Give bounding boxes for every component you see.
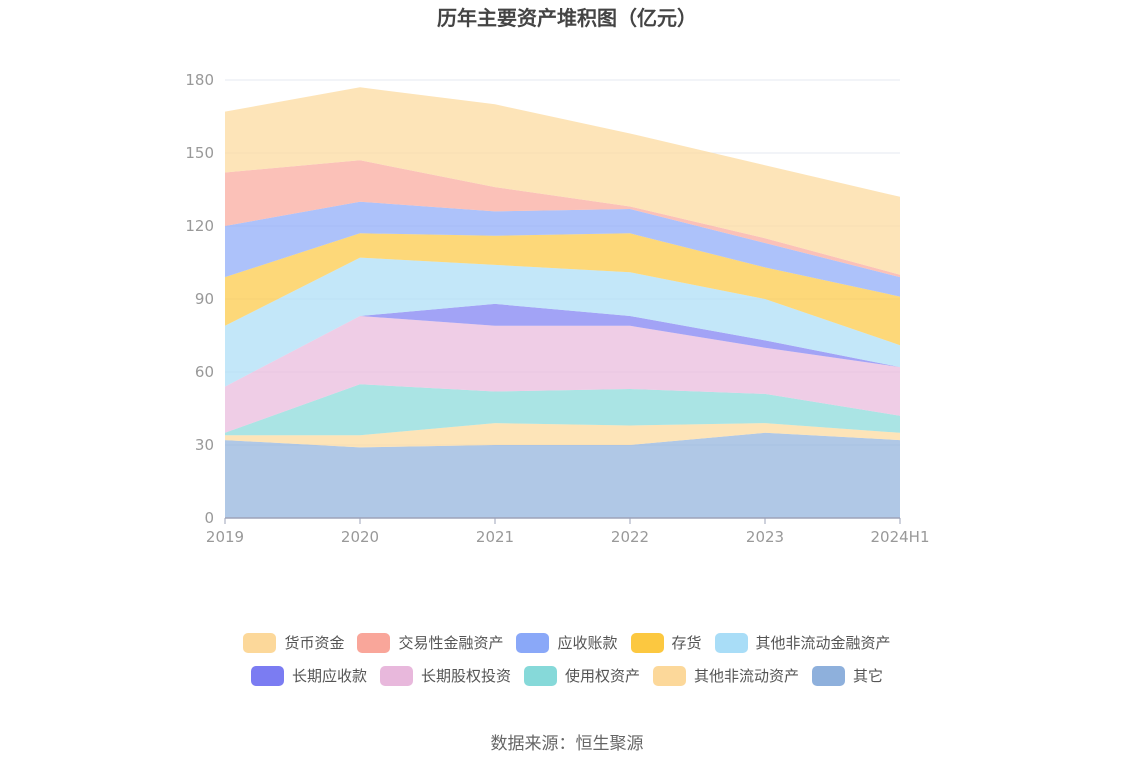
legend-label: 应收账款 [557,634,618,652]
legend-item[interactable]: 其他非流动资产 [653,665,799,686]
source-note: 数据来源：恒生聚源 [490,734,644,754]
axes: 0 30 60 90 120 150 180 2019 2020 2021 2022 2023 2024… [185,71,929,546]
legend-label: 其他非流动资产 [694,667,800,685]
y-tick-label: 0 [204,509,214,527]
legend-swatch [250,665,284,686]
legend-swatch [630,632,664,653]
legend-label: 货币资金 [284,634,345,652]
legend-item[interactable]: 交易性金融资产 [357,632,503,653]
legend-item[interactable]: 长期应收款 [250,665,367,686]
area-series-4[interactable] [225,303,900,387]
legend-label: 其它 [853,667,884,685]
legend-label: 其他非流动金融资产 [755,634,891,652]
x-tick-label: 2020 [341,528,379,546]
area-series-5[interactable] [225,257,900,387]
y-tick-label: 30 [195,436,214,454]
stacked-areas [225,87,900,518]
legend-row-1: 货币资金 交易性金融资产 应收账款 存货 其他非流动金融资产 [0,632,1134,653]
area-series-7[interactable] [225,201,900,297]
legend-label: 交易性金融资产 [398,634,504,652]
y-tick-label: 60 [195,363,214,381]
y-tick-label: 150 [185,144,214,162]
x-tick-label: 2024H1 [871,528,930,546]
x-tick-label: 2019 [206,528,244,546]
y-tick-label: 90 [195,290,214,308]
legend-label: 存货 [671,634,702,652]
legend-swatch [812,665,846,686]
legend-swatch [379,665,413,686]
legend-label: 使用权资产 [564,667,640,685]
chart-title: 历年主要资产堆积图（亿元） [437,6,697,30]
legend-item[interactable]: 存货 [630,632,702,653]
legend-label: 长期股权投资 [420,667,511,685]
legend-swatch [243,632,277,653]
legend-item[interactable]: 使用权资产 [523,665,640,686]
area-series-1[interactable] [225,423,900,448]
legend-swatch [714,632,748,653]
legend-swatch [357,632,391,653]
y-tick-label: 120 [185,217,214,235]
area-series-3[interactable] [225,316,900,433]
x-tick-label: 2022 [611,528,649,546]
x-tick-label: 2023 [746,528,784,546]
legend-label: 长期应收款 [291,667,367,685]
x-tick-label: 2021 [476,528,514,546]
legend-item[interactable]: 其他非流动金融资产 [714,632,891,653]
area-series-0[interactable] [225,432,900,518]
legend-item[interactable]: 应收账款 [516,632,618,653]
legend-item[interactable]: 货币资金 [243,632,344,653]
legend-item[interactable]: 其它 [812,665,883,686]
area-series-9[interactable] [225,87,900,275]
area-series-2[interactable] [225,384,900,436]
legend-swatch [516,632,550,653]
area-series-6[interactable] [225,233,900,346]
legend-row-2: 长期应收款 长期股权投资 使用权资产 其他非流动资产 其它 [0,665,1134,686]
legend-item[interactable]: 长期股权投资 [379,665,511,686]
area-series-8[interactable] [225,160,900,278]
legend-swatch [523,665,557,686]
y-tick-label: 180 [185,71,214,89]
legend-swatch [653,665,686,686]
